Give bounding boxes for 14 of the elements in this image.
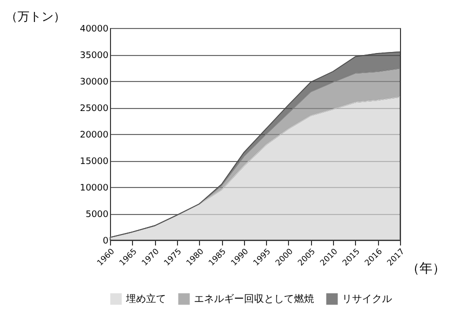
y-tick-label: 15000 <box>80 157 109 167</box>
y-tick-label: 40000 <box>80 24 109 34</box>
legend-label: リサイクル <box>342 294 392 305</box>
y-tick-label: 25000 <box>80 104 109 114</box>
legend-label: 埋め立て <box>125 293 166 305</box>
y-tick-label: 0 <box>102 236 109 246</box>
y-tick-label: 20000 <box>80 130 109 140</box>
y-tick-label: 5000 <box>86 210 109 220</box>
y-tick-label: 10000 <box>80 184 109 194</box>
y-axis-title: （万トン） <box>6 10 66 24</box>
y-tick-label: 30000 <box>80 78 109 88</box>
legend-label: エネルギー回収として燃焼 <box>194 293 314 305</box>
x-axis-title: （年） <box>406 262 446 276</box>
y-tick-label: 35000 <box>80 51 109 61</box>
